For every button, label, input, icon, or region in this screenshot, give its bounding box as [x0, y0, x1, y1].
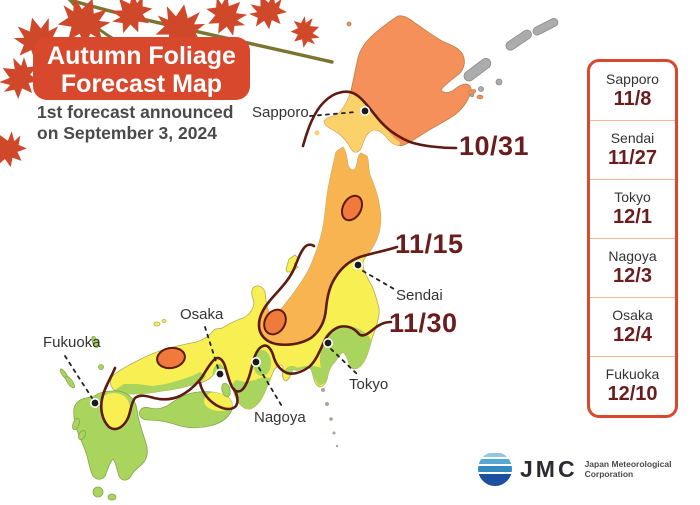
nagoya-label: Nagoya	[254, 409, 306, 426]
sendai-label: Sendai	[396, 287, 443, 304]
sapporo-dot	[359, 106, 370, 117]
small-islands	[59, 254, 339, 501]
contour-date-1031: 10/31	[459, 131, 530, 161]
osaka-label: Osaka	[180, 306, 224, 323]
forecast-announcement: 1st forecast announced on September 3, 2…	[37, 102, 234, 143]
osaka-dot	[215, 368, 226, 379]
sendai-dot	[352, 259, 363, 270]
region-hokkaido	[314, 15, 484, 153]
jmc-acronym: JMC	[520, 455, 578, 482]
jmc-org-name: Japan Meteorological Corporation	[584, 459, 672, 479]
zone-nagoya-green	[253, 350, 271, 376]
title-banner: Autumn Foliage Forecast Map	[33, 37, 250, 100]
region-honshu	[110, 146, 382, 410]
panel-row-sapporo: Sapporo 11/8	[606, 71, 659, 110]
tokyo-dot	[322, 337, 333, 348]
zone-tohoku-amber	[257, 147, 381, 345]
forecast-contours	[99, 90, 458, 431]
izu-islands	[321, 388, 339, 448]
contour-date-1130: 11/30	[389, 308, 458, 338]
city-leader-lines	[64, 111, 395, 409]
fukuoka-dot	[90, 397, 101, 408]
title-line1: Autumn Foliage	[47, 42, 236, 70]
city-forecast-panel: Sapporo 11/8 Sendai 11/27 Tokyo 12/1 Nag…	[587, 59, 678, 418]
foliage-peak-ellipses	[156, 194, 364, 370]
city-dots	[90, 106, 370, 408]
jmc-logo: JMC Japan Meteorological Corporation	[477, 451, 671, 487]
region-kyushu	[73, 390, 148, 481]
panel-row-fukuoka: Fukuoka 12/10	[590, 356, 675, 415]
contour-11-30	[99, 320, 393, 431]
fukuoka-label: Fukuoka	[43, 334, 101, 351]
panel-row-osaka: Osaka 12/4	[590, 297, 675, 356]
awaji-island	[221, 382, 231, 398]
region-shikoku	[138, 391, 233, 429]
contour-date-1115: 11/15	[395, 229, 464, 259]
nagoya-dot	[251, 356, 262, 367]
contour-11-15	[257, 243, 399, 347]
globe-icon	[478, 453, 512, 486]
zone-fukuoka-yellow	[100, 393, 131, 430]
title-line2: Forecast Map	[60, 70, 223, 98]
panel-row-tokyo: Tokyo 12/1	[590, 179, 675, 238]
kuril-islands	[463, 18, 559, 98]
sapporo-label: Sapporo	[252, 104, 309, 121]
contour-10-31	[301, 90, 458, 150]
tokyo-label: Tokyo	[349, 376, 389, 393]
panel-row-nagoya: Nagoya 12/3	[590, 238, 675, 297]
panel-row-sendai: Sendai 11/27	[590, 120, 675, 179]
